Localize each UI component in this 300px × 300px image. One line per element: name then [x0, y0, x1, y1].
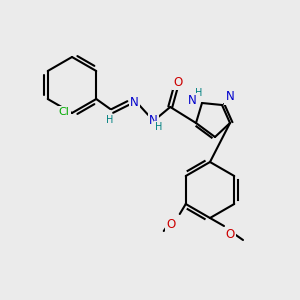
Text: O: O	[174, 76, 183, 88]
Text: H: H	[154, 122, 162, 132]
Text: N: N	[226, 91, 234, 103]
Text: N: N	[130, 95, 139, 109]
Text: N: N	[149, 113, 158, 127]
Text: Cl: Cl	[58, 107, 69, 117]
Text: N: N	[188, 94, 196, 107]
Text: O: O	[166, 218, 176, 230]
Text: H: H	[106, 115, 113, 125]
Text: H: H	[195, 88, 203, 98]
Text: O: O	[225, 229, 235, 242]
